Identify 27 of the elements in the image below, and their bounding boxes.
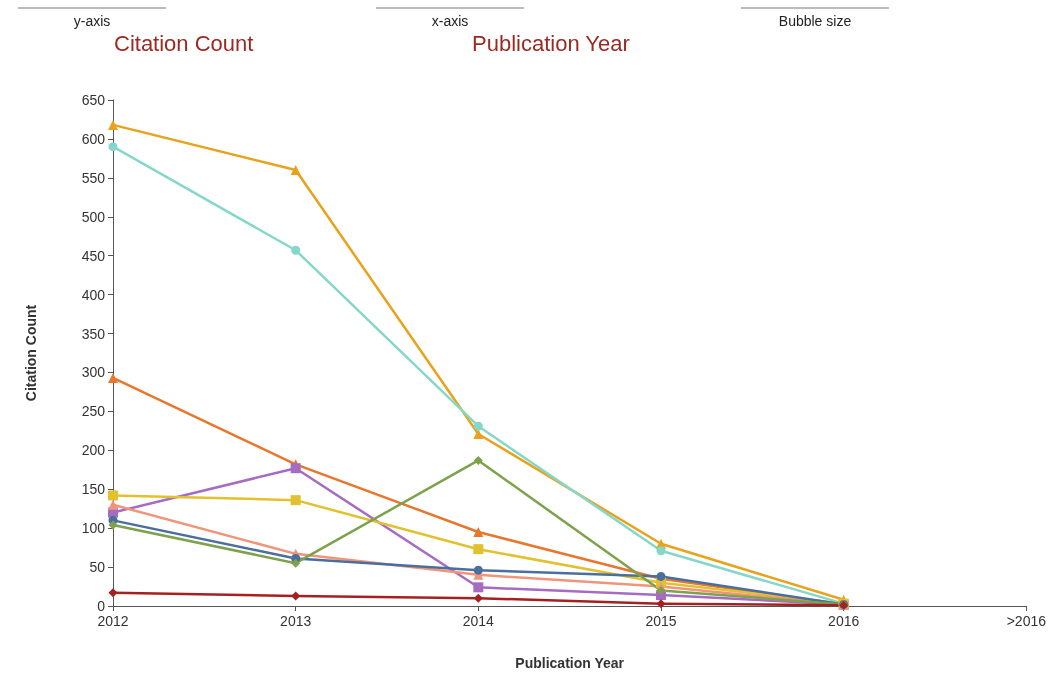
y-tick-label: 350 [81,325,106,342]
y-tick-label: 650 [81,92,106,108]
y-tick-label: 450 [81,247,106,264]
y-tick-label: 200 [81,442,106,459]
x-tick-label: 2014 [462,613,495,629]
y-tick-label: 550 [81,169,106,186]
text: y-axis [72,13,112,29]
y-axis-title: Citation Count [23,304,39,402]
y-tick-label: 150 [81,481,106,498]
y-tick-label: 400 [81,286,106,303]
x-tick-label: >2016 [1006,613,1047,629]
x-tick-label: 2012 [97,613,129,629]
x-tick-label: 2016 [828,613,860,629]
x-tick-label: 2015 [645,613,677,629]
y-tick-label: 50 [89,559,106,576]
x-tick-label: 2013 [280,613,312,629]
y-tick-label: 600 [81,130,106,147]
y-tick-label: 250 [81,403,106,420]
y-tick-label: 0 [97,598,106,614]
text: Citation Count [114,31,255,57]
y-tick-label: 100 [81,520,106,537]
y-tick-label: 500 [81,208,106,225]
x-axis-title: Publication Year [515,655,625,671]
text: x-axis [430,13,470,29]
text: Publication Year [472,31,631,57]
y-tick-label: 300 [81,364,106,381]
text: Bubble size [777,13,853,29]
